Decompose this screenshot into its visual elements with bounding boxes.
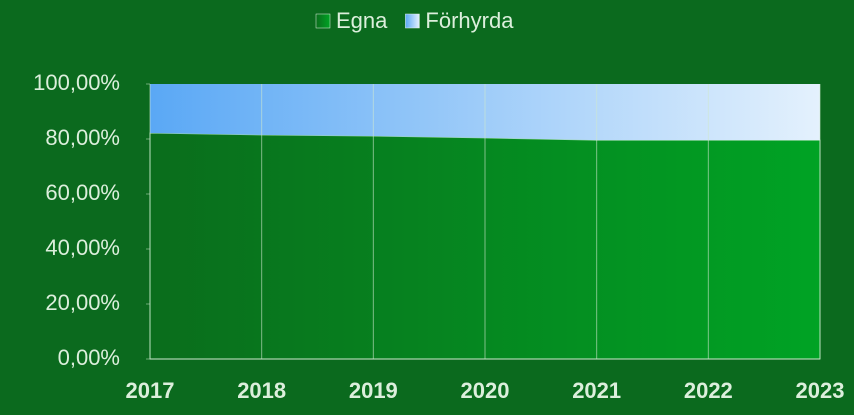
x-tick-label: 2019 [349,378,398,403]
legend-swatch [405,13,420,29]
legend-label: Förhyrda [425,8,514,33]
x-tick-label: 2022 [684,378,733,403]
y-tick-label: 0,00% [58,345,120,370]
x-tick-label: 2023 [796,378,845,403]
y-tick-label: 100,00% [33,70,120,95]
y-tick-label: 60,00% [45,180,120,205]
x-tick-label: 2020 [461,378,510,403]
legend-label: Egna [336,8,388,33]
legend-swatch [315,13,331,29]
x-tick-label: 2018 [237,378,286,403]
x-tick-label: 2021 [572,378,621,403]
y-tick-label: 40,00% [45,235,120,260]
y-tick-label: 80,00% [45,125,120,150]
y-tick-label: 20,00% [45,290,120,315]
x-tick-label: 2017 [126,378,175,403]
